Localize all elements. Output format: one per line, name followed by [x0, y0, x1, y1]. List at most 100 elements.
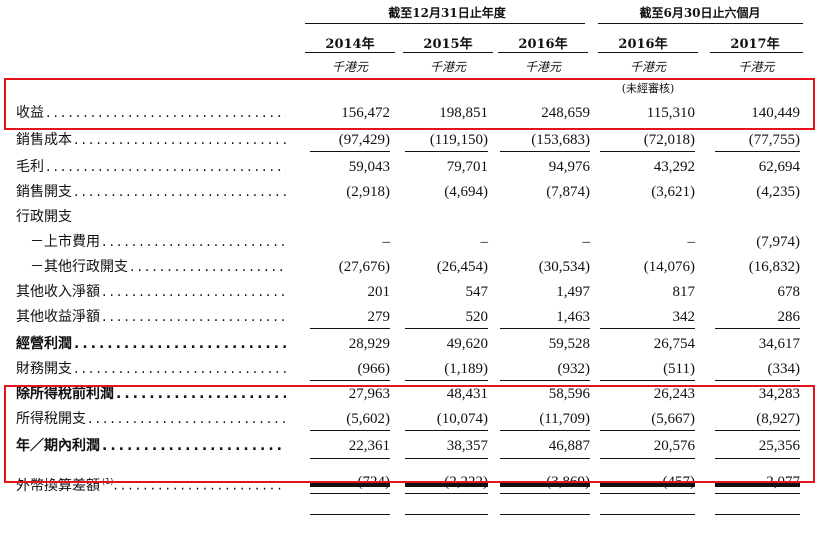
year-rule-2: [403, 52, 493, 53]
highlight-revenue: [4, 78, 815, 130]
total-rule: [715, 328, 800, 329]
unit-2016-interim: 千港元: [629, 60, 666, 74]
row-other-admin-expenses: －其他行政開支.................................…: [0, 257, 840, 277]
row-gross-profit: 毛利......................................…: [0, 157, 840, 177]
cell-value: (334): [767, 361, 801, 377]
cell-value: 115,310: [646, 105, 695, 121]
cell-value: 678: [777, 284, 801, 300]
row-admin-expenses: 行政開支: [0, 207, 840, 227]
row-revenue: 收益......................................…: [0, 103, 840, 123]
cell-value: 59,528: [548, 336, 590, 352]
unit-2017-interim: 千港元: [738, 60, 775, 74]
total-rule: [310, 328, 390, 329]
total-rule: [715, 151, 800, 152]
total-rule: [405, 380, 488, 381]
year-2016-interim: 2016年: [618, 37, 668, 52]
cell-value: –: [480, 234, 489, 250]
cell-value: 26,243: [653, 386, 695, 402]
total-rule: [500, 380, 590, 381]
cell-value: 49,620: [446, 336, 488, 352]
row-label: 其他收入淨額..................................…: [16, 284, 286, 300]
cell-value: (30,534): [538, 259, 590, 275]
total-rule: [600, 458, 695, 459]
total-rule: [310, 493, 390, 494]
cell-value: (7,874): [546, 184, 590, 200]
cell-value: 279: [367, 309, 391, 325]
row-profit-before-tax: 除所得稅前利潤.................................…: [0, 384, 840, 404]
header-six-months-rule: [598, 23, 803, 24]
total-rule: [600, 328, 695, 329]
cell-value: 248,659: [541, 105, 590, 121]
total-rule: [715, 380, 800, 381]
row-label: 年／期內利潤..................................…: [16, 438, 286, 454]
cell-value: 140,449: [751, 105, 800, 121]
cell-value: (97,429): [338, 132, 390, 148]
cell-value: (5,667): [651, 411, 695, 427]
total-rule: [310, 458, 390, 459]
cell-value: (1,189): [444, 361, 488, 377]
cell-value: 520: [465, 309, 489, 325]
cell-value: 79,701: [446, 159, 488, 175]
cell-value: –: [582, 234, 591, 250]
row-label: －上市費用...................................…: [30, 234, 286, 250]
unit-2015: 千港元: [429, 60, 466, 74]
cell-value: (966): [357, 361, 391, 377]
cell-value: 198,851: [439, 105, 488, 121]
row-label: 銷售成本....................................…: [16, 132, 286, 148]
cell-value: 201: [367, 284, 391, 300]
cell-value: 342: [672, 309, 696, 325]
total-rule: [500, 458, 590, 459]
row-finance-costs: 財務開支....................................…: [0, 359, 840, 379]
cell-value: 817: [672, 284, 696, 300]
cell-value: 46,887: [548, 438, 590, 454]
row-label: 所得稅開支...................................…: [16, 411, 286, 427]
total-rule: [405, 458, 488, 459]
cell-value: (27,676): [338, 259, 390, 275]
row-label: 其他收益淨額..................................…: [16, 309, 286, 325]
row-label: 除所得稅前利潤.................................…: [16, 386, 286, 402]
year-2015: 2015年: [423, 37, 473, 52]
total-rule: [600, 151, 695, 152]
header-annual-period: 截至12月31日止年度: [388, 6, 506, 20]
cell-value: 27,963: [348, 386, 390, 402]
cell-value: 48,431: [446, 386, 488, 402]
cell-value: –: [382, 234, 391, 250]
year-rule-4: [598, 52, 698, 53]
total-rule: [600, 380, 695, 381]
year-rule-3: [498, 52, 588, 53]
highlight-profit-section: [4, 385, 815, 483]
cell-value: 1,463: [556, 309, 590, 325]
total-rule: [600, 483, 695, 487]
row-label: 收益......................................…: [16, 105, 286, 121]
total-rule: [310, 483, 390, 487]
cell-value: 286: [777, 309, 801, 325]
total-rule: [500, 151, 590, 152]
cell-value: (3,621): [651, 184, 695, 200]
year-2016: 2016年: [518, 37, 568, 52]
cell-value: (932): [557, 361, 591, 377]
year-rule-1: [305, 52, 395, 53]
cell-value: 58,596: [548, 386, 590, 402]
cell-value: (119,150): [429, 132, 488, 148]
total-rule: [310, 380, 390, 381]
total-rule: [715, 514, 800, 515]
total-rule: [500, 430, 590, 431]
total-rule: [500, 483, 590, 487]
year-rule-5: [710, 52, 803, 53]
total-rule: [500, 514, 590, 515]
total-rule: [405, 514, 488, 515]
row-label: 毛利......................................…: [16, 159, 286, 175]
unaudited-note: (未經審核): [621, 82, 675, 95]
cell-value: (4,694): [444, 184, 488, 200]
header-six-months-period: 截至6月30日止六個月: [639, 6, 761, 20]
row-label: 財務開支....................................…: [16, 361, 286, 377]
cell-value: 26,754: [653, 336, 695, 352]
total-rule: [405, 151, 488, 152]
row-profit-for-period: 年／期內利潤..................................…: [0, 436, 840, 456]
cell-value: (2,918): [346, 184, 390, 200]
total-rule: [715, 458, 800, 459]
cell-value: (14,076): [643, 259, 695, 275]
row-income-tax-expense: 所得稅開支...................................…: [0, 409, 840, 429]
total-rule: [310, 430, 390, 431]
cell-value: 62,694: [758, 159, 800, 175]
